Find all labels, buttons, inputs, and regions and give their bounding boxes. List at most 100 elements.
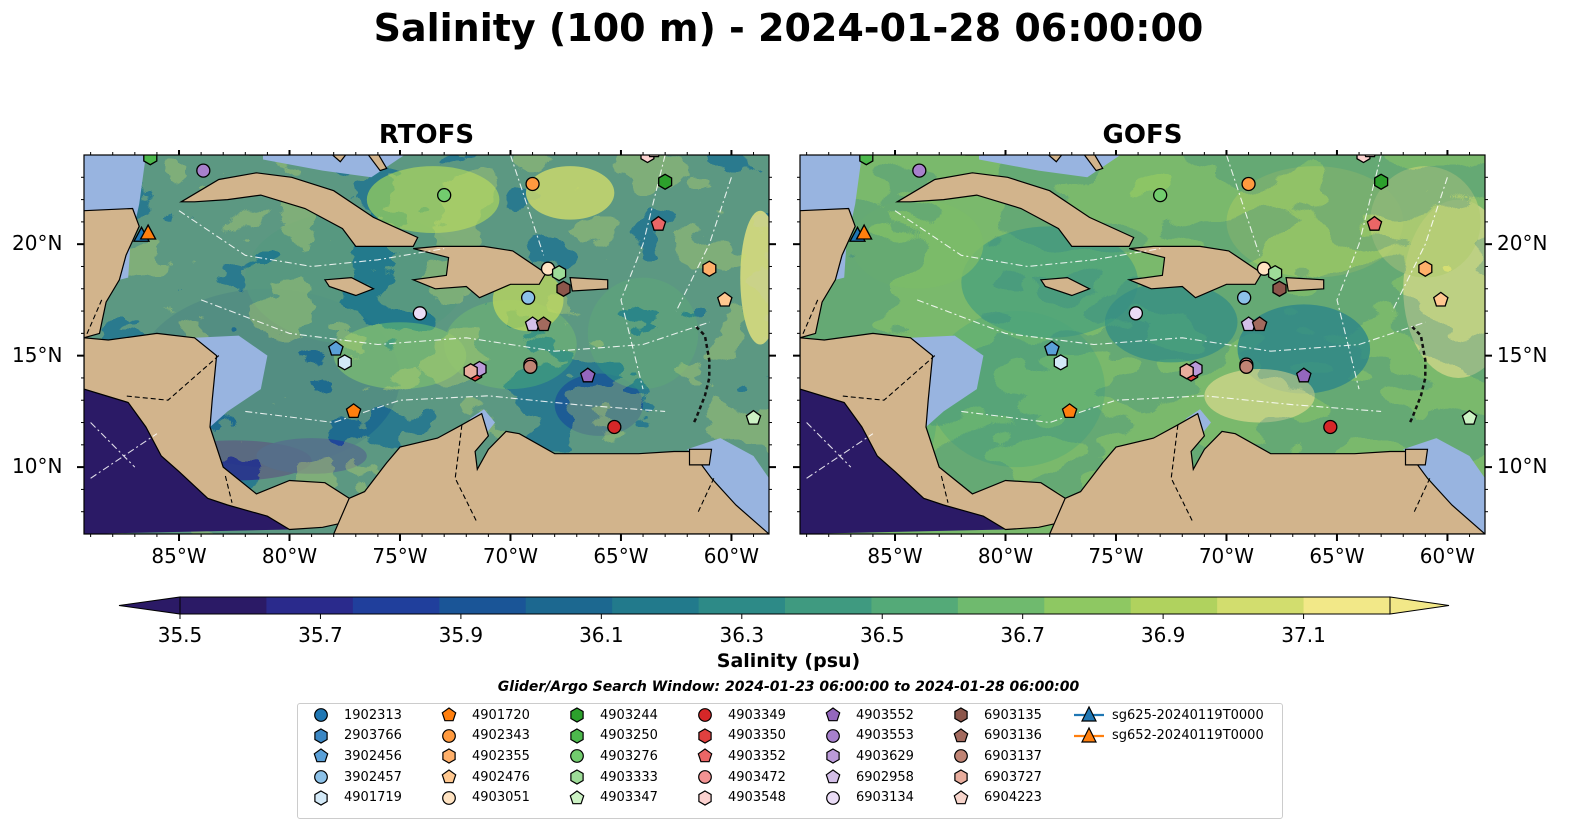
argo-float-3902456 (328, 340, 344, 356)
land-puerto (1285, 276, 1325, 292)
legend-item: 4901719 (306, 788, 402, 808)
legend-item: 6903135 (946, 705, 1042, 725)
legend-item: 4903250 (562, 726, 658, 746)
colorbar-extend-low (118, 596, 181, 615)
legend-label: 4903333 (600, 769, 658, 785)
argo-float-4901719 (1053, 354, 1068, 371)
argo-float-6903136 (1251, 316, 1268, 332)
legend-marker-icon (570, 727, 584, 744)
argo-float-4903333 (1267, 264, 1283, 282)
pacific-ocean (84, 389, 290, 534)
legend-marker-icon (570, 769, 584, 785)
lat-tick-label: 10°N (1497, 454, 1548, 479)
legend-item: 4903347 (562, 788, 658, 808)
legend-item: 4901720 (434, 705, 530, 725)
legend-marker-icon (698, 727, 712, 744)
lat-tick-label: 15°N (12, 342, 63, 367)
legend-marker-icon (826, 728, 840, 743)
legend-marker-icon (442, 790, 456, 805)
land-hispaniola (1126, 245, 1263, 299)
legend-marker-icon (441, 707, 457, 722)
legend-label: 4903276 (600, 748, 658, 764)
land-south (333, 412, 769, 534)
lon-tick-label: 60°W (1419, 544, 1476, 568)
legend-label: 3902456 (344, 748, 402, 764)
argo-float-3902456 (1044, 340, 1060, 356)
argo-float-3902457 (1236, 290, 1252, 305)
legend-marker-icon (826, 790, 840, 805)
gofs-map (793, 150, 1492, 541)
argo-float-4903244 (1374, 173, 1389, 190)
legend-label: 4903051 (472, 790, 530, 806)
land-yucatan (800, 207, 856, 339)
legend-marker-icon (1074, 705, 1104, 722)
legend-label: 4901720 (472, 707, 530, 723)
argo-float-4903553 (912, 163, 927, 178)
legend-marker-icon (442, 728, 456, 743)
lon-tick-label: 65°W (593, 544, 649, 568)
glider-sg652-20240119T0000 (139, 223, 157, 240)
legend-marker-icon (954, 769, 968, 785)
land-cuba (179, 172, 419, 247)
colorbar-tick-label: 36.1 (579, 623, 624, 647)
legend-label: 1902313 (344, 707, 402, 723)
argo-float-4903349 (607, 419, 622, 435)
lon-tick-label: 85°W (867, 544, 923, 568)
legend-label: sg652-20240119T0000 (1112, 728, 1264, 744)
legend-item: 4903349 (690, 705, 786, 725)
lon-tick-label: 85°W (151, 544, 207, 568)
argo-float-4903552 (1295, 367, 1312, 383)
legend-label: 4903472 (728, 769, 786, 785)
land-bahamas1 (1047, 155, 1063, 163)
legend-item: 4903244 (562, 705, 658, 725)
figure-title: Salinity (100 m) - 2024-01-28 06:00:00 (373, 6, 1204, 50)
legend-marker-icon (826, 748, 840, 765)
pacific-ocean (800, 389, 1006, 534)
argo-float-4903347 (1461, 409, 1478, 425)
lon-tick-label: 75°W (1088, 544, 1144, 568)
legend-item: 4903629 (818, 746, 914, 766)
land-bahamas2 (367, 155, 388, 172)
land-jamaica (1039, 276, 1091, 297)
colorbar-tick-label: 37.1 (1281, 623, 1326, 647)
legend-marker-icon (441, 769, 457, 784)
legend-item: 3902457 (306, 767, 402, 787)
argo-float-4903250 (859, 155, 874, 166)
land-trinidad (1404, 448, 1429, 466)
argo-float-6903137 (523, 359, 538, 374)
panel-title-rtofs: RTOFS (378, 120, 475, 150)
panel-title-gofs: GOFS (1102, 120, 1183, 150)
argo-float-6903136 (535, 316, 552, 332)
argo-float-4902355 (1418, 260, 1433, 277)
legend-item: 4903472 (690, 767, 786, 787)
colorbar-tick-label: 35.9 (438, 623, 484, 647)
legend-label: 6903727 (984, 769, 1042, 785)
legend-label: 6903134 (856, 790, 914, 806)
legend-label: 4903349 (728, 707, 786, 723)
legend-marker-icon (698, 770, 712, 784)
legend-item: 6903727 (946, 767, 1042, 787)
legend-item: 6904223 (946, 788, 1042, 808)
legend-item: 4902476 (434, 767, 530, 787)
legend-item: 4903276 (562, 746, 658, 766)
lat-tick-label: 10°N (12, 454, 63, 479)
legend-label: sg625-20240119T0000 (1112, 707, 1264, 723)
legend: 1902313 2903766 3902456 3902457 4901719 49017… (297, 703, 1283, 819)
rtofs-map (77, 150, 776, 541)
legend-label: 4903350 (728, 728, 786, 744)
legend-marker-icon (825, 707, 841, 722)
colorbar-extend-high (1389, 596, 1450, 615)
legend-item: 6903134 (818, 788, 914, 808)
argo-float-6903135 (556, 280, 571, 297)
land-bahamas2 (1083, 155, 1104, 172)
legend-item: 4903350 (690, 726, 786, 746)
legend-label: 6903135 (984, 707, 1042, 723)
argo-float-6903727 (463, 363, 478, 380)
legend-label: 6903137 (984, 748, 1042, 764)
lat-tick-label: 20°N (12, 231, 63, 256)
legend-marker-icon (698, 790, 712, 806)
legend-marker-icon (953, 790, 969, 805)
argo-float-4902476 (1432, 291, 1449, 307)
argo-float-4903553 (196, 163, 211, 178)
argo-float-4903552 (579, 367, 596, 383)
